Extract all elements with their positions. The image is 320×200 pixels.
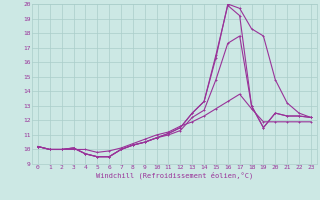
X-axis label: Windchill (Refroidissement éolien,°C): Windchill (Refroidissement éolien,°C) [96,172,253,179]
